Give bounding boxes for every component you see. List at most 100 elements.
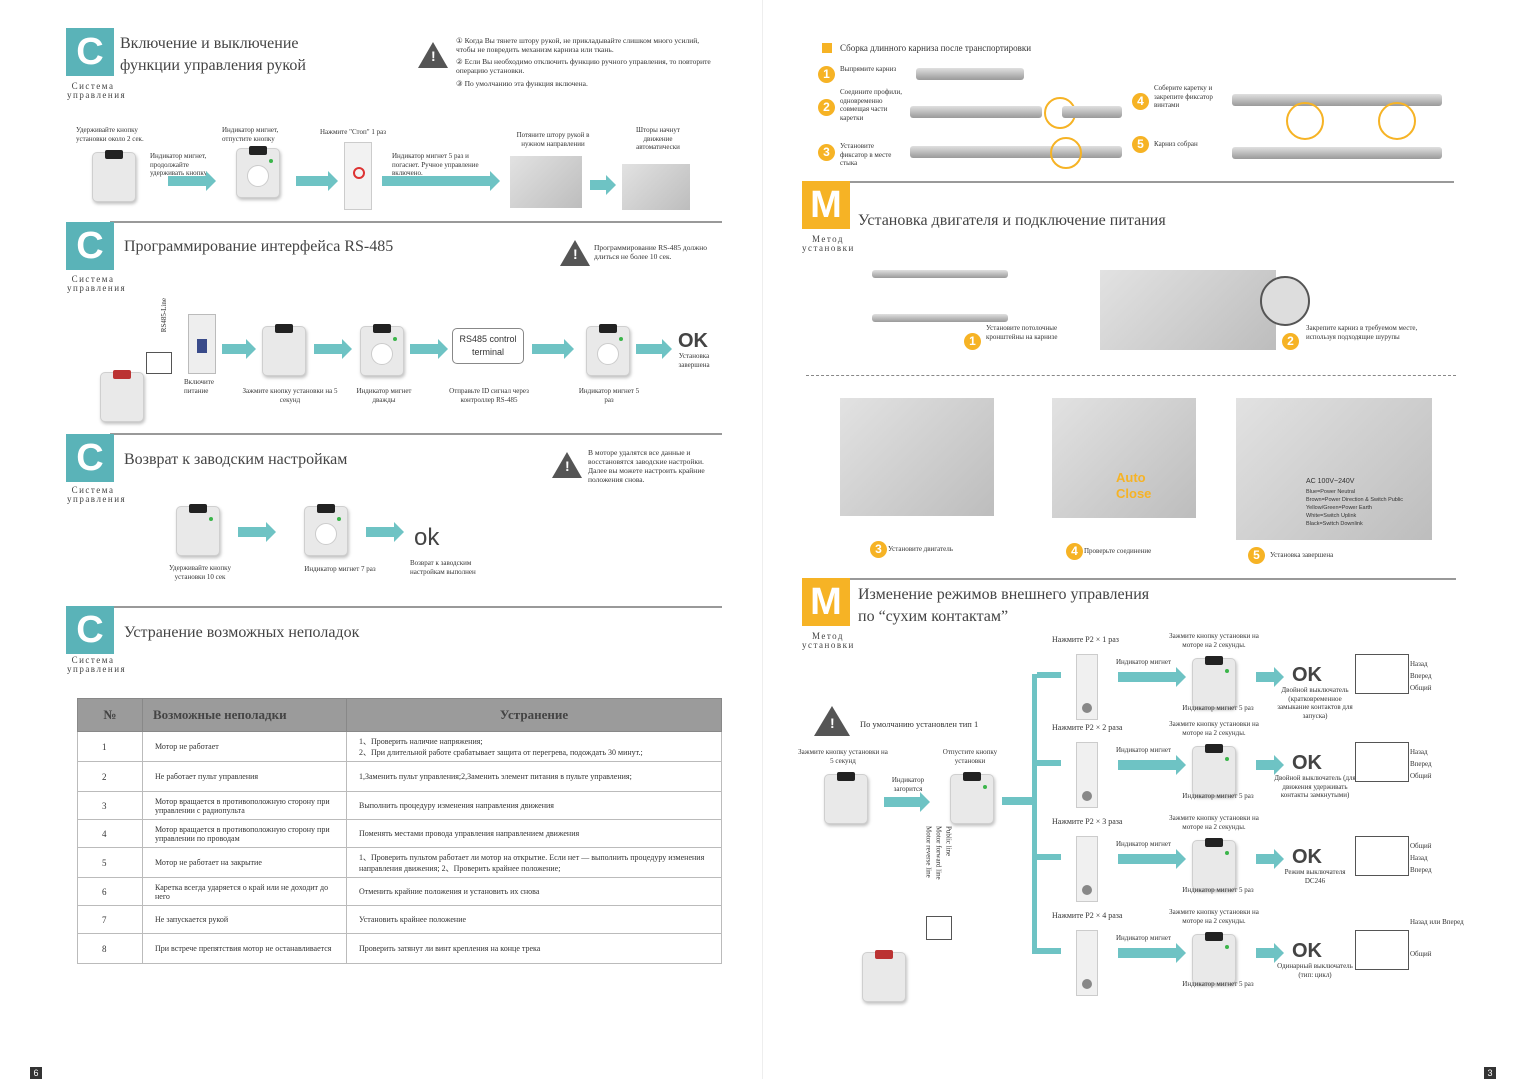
wiring-label: White=Switch Uplink <box>1306 513 1357 519</box>
cell-number: 8 <box>77 933 143 964</box>
branch-line <box>1037 948 1061 954</box>
step-number: 3 <box>870 541 887 558</box>
p2-button <box>1076 654 1098 720</box>
cell-problem: Каретка всегда ударяется о край или не д… <box>142 877 347 906</box>
step-text: Двойной выключатель (для движения удержи… <box>1274 774 1356 799</box>
cell-number: 4 <box>77 819 143 848</box>
step-text: Индикатор мигнет <box>1116 658 1172 666</box>
step-text: Карниз собран <box>1154 140 1198 148</box>
wiring-image: AC 100V~240V Blue=Power Neutral Brown=Powe… <box>1236 398 1432 540</box>
step-text: Отправьте ID сигнал через контроллер RS-… <box>449 387 529 404</box>
section-badge: C <box>66 28 114 76</box>
step-text: Установите двигатель <box>888 545 953 553</box>
step-number: 2 <box>818 99 835 116</box>
terminal-block <box>926 916 952 940</box>
section-badge-label: Система управления <box>67 485 127 504</box>
branch-line <box>1032 674 1037 954</box>
ok-mark: OK <box>1292 752 1322 774</box>
step-text: Включите питание <box>184 378 214 395</box>
cell-problem: Не запускается рукой <box>142 905 347 934</box>
highlight-circle <box>1050 137 1082 169</box>
step-text: Индикатор мигнет 5 раз <box>1182 704 1254 712</box>
section-badge: M <box>802 578 850 626</box>
rail-image <box>910 146 1122 158</box>
table-row: 7 Не запускается рукой Установить крайнее … <box>77 905 722 934</box>
motor-device <box>262 324 306 376</box>
step-text: Индикатор мигнет <box>1116 746 1172 754</box>
cell-problem: Не работает пульт управления <box>142 761 347 792</box>
cell-number: 6 <box>77 877 143 906</box>
arrow-icon <box>222 339 256 359</box>
motor-device <box>100 370 144 422</box>
step-text: Индикатор мигнет, отпустите кнопку <box>222 126 279 143</box>
step-text: Выпрямите карниз <box>840 65 897 73</box>
step-number: 3 <box>818 144 835 161</box>
arrow-icon <box>410 339 448 359</box>
col-header-solution: Устранение <box>346 698 722 732</box>
arrow-icon <box>1118 755 1186 775</box>
cell-problem: Мотор не работает <box>142 731 347 762</box>
col-header-problem: Возможные неполадки <box>142 698 347 732</box>
page-number: 6 <box>30 1067 42 1079</box>
step-text: Одинарный выключатель (тип: цикл) <box>1277 962 1353 979</box>
switch-label: Назад <box>1410 748 1428 756</box>
step-text: Режим выключателя DC246 <box>1284 868 1346 885</box>
switch-label: Общий <box>1410 950 1432 958</box>
wiring-label: Brown=Power Direction & Switch Public <box>1306 497 1404 503</box>
step-text: Шторы начнут движение автоматически <box>636 126 680 151</box>
motor-device <box>1192 744 1236 796</box>
page-gutter <box>762 0 763 1079</box>
wiring-label: Blue=Power Neutral <box>1306 489 1356 495</box>
branch-line <box>1002 797 1036 805</box>
cell-solution: Поменять местами провода управления напр… <box>346 819 722 848</box>
arrow-icon <box>884 792 930 812</box>
switch-label: Вперед <box>1410 672 1432 680</box>
cell-solution: 1,Заменить пульт управления;2,Заменить э… <box>346 761 722 792</box>
switch-diagram <box>1355 930 1409 970</box>
step-text: Потяните штору рукой в нужном направлени… <box>516 131 590 148</box>
dashed-divider <box>806 375 1456 376</box>
switch-label: Общий <box>1410 684 1432 692</box>
rail-image <box>872 314 1008 322</box>
ceiling-image <box>1100 270 1276 350</box>
note: Программирование RS-485 должно длиться н… <box>594 243 708 261</box>
branch-line <box>1037 760 1061 766</box>
cell-number: 5 <box>77 847 143 878</box>
section-divider <box>110 433 722 435</box>
motor-device <box>950 772 994 824</box>
section-badge: C <box>66 434 114 482</box>
cell-solution: Выполнить процедуру изменения направлени… <box>346 791 722 820</box>
motor-device <box>586 324 630 376</box>
step-text: Соберите каретку и закрепите фиксатор ви… <box>1154 84 1213 109</box>
step-text: Индикатор мигнет 5 раз <box>578 387 640 404</box>
rail-image <box>1232 147 1442 159</box>
ok-mark: ok <box>414 524 440 551</box>
switch-label: Назад <box>1410 660 1428 668</box>
connection-image <box>1052 398 1196 518</box>
wiring-label: Yellow/Green=Power Earth <box>1306 505 1372 511</box>
rail-image <box>872 270 1008 278</box>
table-row: 3 Мотор вращается в противоположную сторо… <box>77 791 722 820</box>
table-row: 2 Не работает пульт управления 1,Заменить … <box>77 761 722 792</box>
section-badge-label: Система управления <box>67 81 127 100</box>
motor-device <box>862 950 906 1002</box>
section-badge: M <box>802 181 850 229</box>
step-text: Индикатор загорится <box>891 776 925 793</box>
section-title: Программирование интерфейса RS-485 <box>124 238 394 255</box>
step-text: Установите фиксатор в месте стыка <box>840 142 892 167</box>
step-text: Индикатор мигнет, продолжайте удерживать… <box>150 152 208 177</box>
step-number: 1 <box>818 66 835 83</box>
step-text: Зажмите кнопку установки на 5 секунд <box>798 748 888 765</box>
step-text: Индикатор мигнет дважды <box>356 387 412 404</box>
press-count-label: Нажмите P2 × 4 раза <box>1052 911 1123 920</box>
step-number: 5 <box>1248 547 1265 564</box>
arrow-icon <box>366 522 404 542</box>
section-divider <box>846 181 1454 183</box>
section-badge-label: Система управления <box>67 274 127 293</box>
table-row: 1 Мотор не работает 1、Проверить наличие на… <box>77 731 722 762</box>
section-badge: C <box>66 222 114 270</box>
zoom-circle <box>1260 276 1310 326</box>
arrow-icon <box>314 339 352 359</box>
wiring-label: AC 100V~240V <box>1306 478 1355 485</box>
step-number: 1 <box>964 333 981 350</box>
